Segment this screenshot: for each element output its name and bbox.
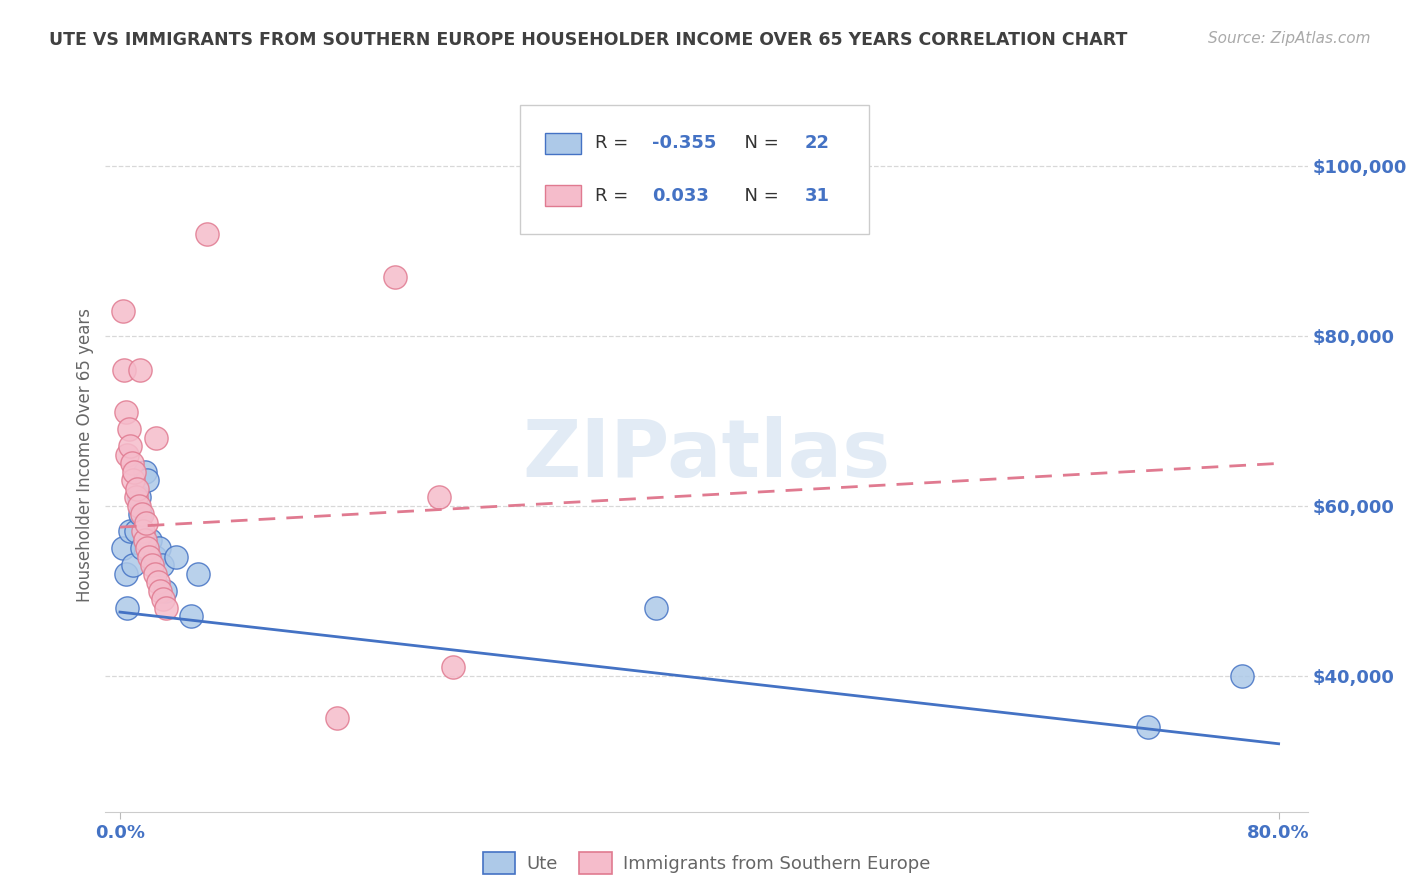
Point <box>128 491 150 505</box>
Point <box>127 482 149 496</box>
Text: UTE VS IMMIGRANTS FROM SOUTHERN EUROPE HOUSEHOLDER INCOME OVER 65 YEARS CORRELAT: UTE VS IMMIGRANTS FROM SOUTHERN EUROPE H… <box>49 31 1128 49</box>
Point <box>131 508 153 522</box>
Point <box>134 533 156 547</box>
Text: -0.355: -0.355 <box>652 134 717 153</box>
Point <box>124 465 146 479</box>
Point <box>143 566 166 581</box>
Point <box>122 474 145 488</box>
FancyBboxPatch shape <box>520 105 869 234</box>
Point <box>644 600 666 615</box>
Point <box>441 660 464 674</box>
Text: 31: 31 <box>806 186 830 205</box>
Text: R =: R = <box>595 134 634 153</box>
Point <box>125 491 148 505</box>
Text: R =: R = <box>595 186 640 205</box>
Point <box>195 227 218 241</box>
Point <box>115 600 138 615</box>
Point <box>165 549 187 564</box>
Point <box>146 575 169 590</box>
Text: Source: ZipAtlas.com: Source: ZipAtlas.com <box>1208 31 1371 46</box>
Point <box>134 465 156 479</box>
Point <box>148 541 170 556</box>
Point <box>138 549 160 564</box>
Point <box>139 533 162 547</box>
Point <box>120 439 142 453</box>
Point <box>135 516 157 530</box>
Point <box>180 609 202 624</box>
Point <box>111 541 134 556</box>
Point <box>153 583 176 598</box>
Point <box>136 541 159 556</box>
Point <box>1137 720 1160 734</box>
Point <box>117 422 139 436</box>
Point <box>129 508 152 522</box>
Point <box>128 499 150 513</box>
Point <box>1232 669 1254 683</box>
Point <box>112 363 135 377</box>
Point <box>187 566 209 581</box>
FancyBboxPatch shape <box>546 185 582 206</box>
Point <box>427 491 450 505</box>
Point <box>121 457 143 471</box>
Point <box>152 592 174 607</box>
Point <box>136 474 159 488</box>
Point <box>115 448 138 462</box>
Point <box>326 711 349 725</box>
Point <box>141 558 163 573</box>
Point <box>114 405 136 419</box>
Point <box>132 524 155 539</box>
Point <box>129 363 152 377</box>
Text: N =: N = <box>733 134 785 153</box>
Point <box>120 524 142 539</box>
Point <box>114 566 136 581</box>
Point <box>125 524 148 539</box>
Point <box>149 583 172 598</box>
FancyBboxPatch shape <box>546 133 582 154</box>
Point <box>384 269 406 284</box>
Point <box>131 541 153 556</box>
Legend: Ute, Immigrants from Southern Europe: Ute, Immigrants from Southern Europe <box>475 845 938 881</box>
Point <box>145 431 167 445</box>
Point <box>122 558 145 573</box>
Text: 22: 22 <box>806 134 830 153</box>
Point <box>155 600 177 615</box>
Point <box>150 558 173 573</box>
Y-axis label: Householder Income Over 65 years: Householder Income Over 65 years <box>76 308 94 602</box>
Text: ZIPatlas: ZIPatlas <box>523 416 890 494</box>
Text: N =: N = <box>733 186 785 205</box>
Point <box>143 549 166 564</box>
Point <box>111 303 134 318</box>
Text: 0.033: 0.033 <box>652 186 709 205</box>
